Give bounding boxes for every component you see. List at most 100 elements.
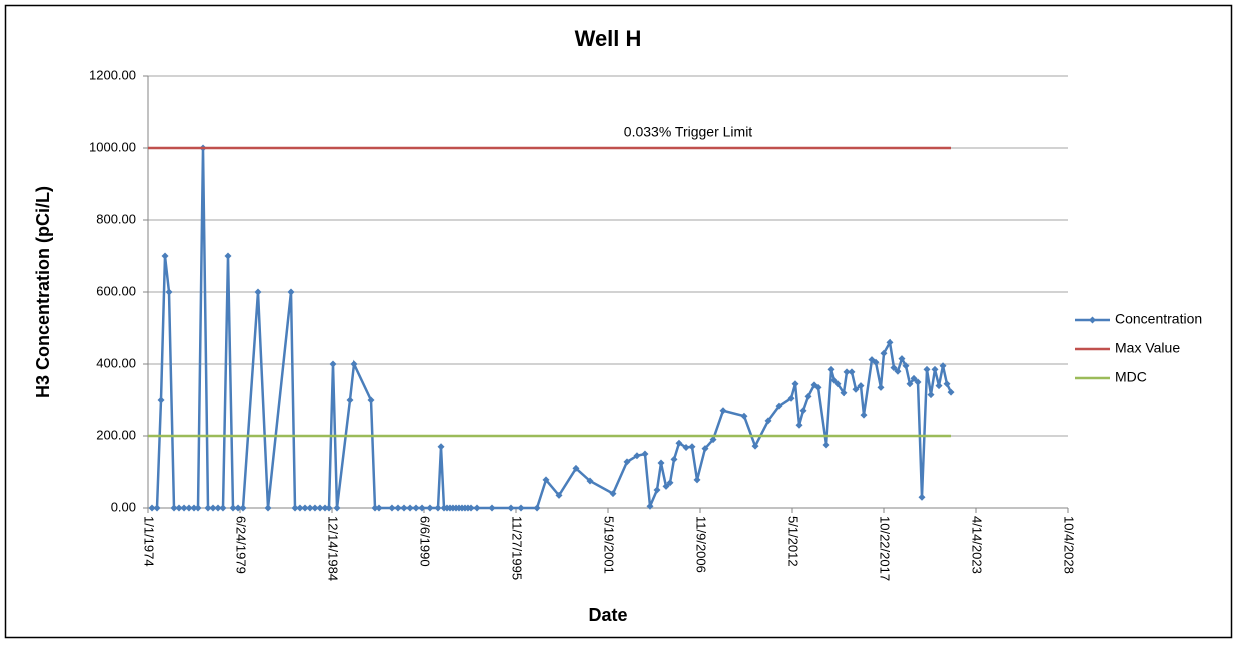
marker bbox=[204, 504, 212, 512]
marker bbox=[633, 452, 641, 460]
marker bbox=[814, 383, 822, 391]
marker bbox=[239, 504, 247, 512]
marker bbox=[229, 504, 237, 512]
marker bbox=[880, 349, 888, 357]
marker bbox=[894, 367, 902, 375]
marker bbox=[914, 378, 922, 386]
x-axis-title: Date bbox=[588, 605, 627, 625]
marker bbox=[301, 504, 309, 512]
marker bbox=[898, 355, 906, 363]
marker bbox=[157, 396, 165, 404]
marker bbox=[719, 407, 727, 415]
marker bbox=[350, 360, 358, 368]
marker bbox=[586, 477, 594, 485]
marker bbox=[375, 504, 383, 512]
y-tick-label: 1000.00 bbox=[89, 139, 136, 154]
marker bbox=[180, 504, 188, 512]
x-tick-label: 4/14/2023 bbox=[970, 516, 985, 574]
marker bbox=[434, 504, 442, 512]
y-tick-label: 600.00 bbox=[96, 283, 136, 298]
marker bbox=[791, 380, 799, 388]
marker bbox=[646, 502, 654, 510]
x-tick-label: 11/27/1995 bbox=[510, 516, 525, 580]
marker bbox=[412, 504, 420, 512]
x-tick-label: 1/1/1974 bbox=[142, 516, 157, 567]
marker bbox=[488, 504, 496, 512]
marker bbox=[927, 391, 935, 399]
marker bbox=[264, 504, 272, 512]
marker bbox=[641, 450, 649, 458]
legend-label: Max Value bbox=[1115, 340, 1180, 356]
marker bbox=[234, 504, 242, 512]
marker bbox=[555, 491, 563, 499]
marker bbox=[400, 504, 408, 512]
marker bbox=[214, 504, 222, 512]
x-tick-label: 5/1/2012 bbox=[786, 516, 801, 567]
marker bbox=[148, 504, 156, 512]
marker bbox=[333, 504, 341, 512]
marker bbox=[947, 388, 955, 396]
marker bbox=[467, 504, 475, 512]
marker bbox=[170, 504, 178, 512]
marker bbox=[827, 365, 835, 373]
marker bbox=[316, 504, 324, 512]
marker bbox=[740, 412, 748, 420]
x-tick-label: 11/9/2006 bbox=[694, 516, 709, 573]
marker bbox=[254, 288, 262, 296]
marker bbox=[764, 417, 772, 425]
y-tick-label: 800.00 bbox=[96, 211, 136, 226]
marker bbox=[860, 411, 868, 419]
marker bbox=[426, 504, 434, 512]
marker bbox=[923, 365, 931, 373]
marker bbox=[623, 458, 631, 466]
marker bbox=[840, 389, 848, 397]
marker bbox=[682, 444, 690, 452]
marker bbox=[804, 392, 812, 400]
y-axis-title: H3 Concentration (pCi/L) bbox=[33, 186, 53, 398]
marker bbox=[371, 504, 379, 512]
marker bbox=[709, 436, 717, 444]
marker bbox=[935, 382, 943, 390]
marker bbox=[675, 439, 683, 447]
marker bbox=[306, 504, 314, 512]
marker bbox=[834, 380, 842, 388]
marker bbox=[830, 376, 838, 384]
marker bbox=[872, 358, 880, 366]
annotation: 0.033% Trigger Limit bbox=[624, 124, 753, 140]
marker bbox=[931, 365, 939, 373]
marker bbox=[572, 464, 580, 472]
marker bbox=[918, 493, 926, 501]
marker bbox=[886, 338, 894, 346]
x-tick-label: 10/22/2017 bbox=[878, 516, 893, 581]
x-tick-label: 6/24/1979 bbox=[234, 516, 249, 574]
x-tick-label: 6/6/1990 bbox=[418, 516, 433, 567]
marker bbox=[795, 421, 803, 429]
x-tick-label: 12/14/1984 bbox=[326, 516, 341, 581]
marker bbox=[367, 396, 375, 404]
marker bbox=[325, 504, 333, 512]
marker bbox=[877, 383, 885, 391]
marker bbox=[666, 479, 674, 487]
marker bbox=[852, 385, 860, 393]
x-tick-label: 5/19/2001 bbox=[602, 516, 617, 574]
y-tick-label: 400.00 bbox=[96, 355, 136, 370]
chart-border bbox=[4, 4, 1233, 639]
marker bbox=[418, 504, 426, 512]
marker bbox=[165, 288, 173, 296]
marker bbox=[394, 504, 402, 512]
marker bbox=[287, 288, 295, 296]
x-tick-label: 10/4/2028 bbox=[1062, 516, 1077, 574]
marker bbox=[662, 482, 670, 490]
marker bbox=[346, 396, 354, 404]
marker bbox=[848, 368, 856, 376]
marker bbox=[857, 382, 865, 390]
marker bbox=[329, 360, 337, 368]
marker bbox=[787, 394, 795, 402]
marker bbox=[701, 445, 709, 453]
marker bbox=[517, 504, 525, 512]
marker bbox=[296, 504, 304, 512]
legend-label: Concentration bbox=[1115, 311, 1202, 327]
marker bbox=[910, 374, 918, 382]
marker bbox=[775, 402, 783, 410]
